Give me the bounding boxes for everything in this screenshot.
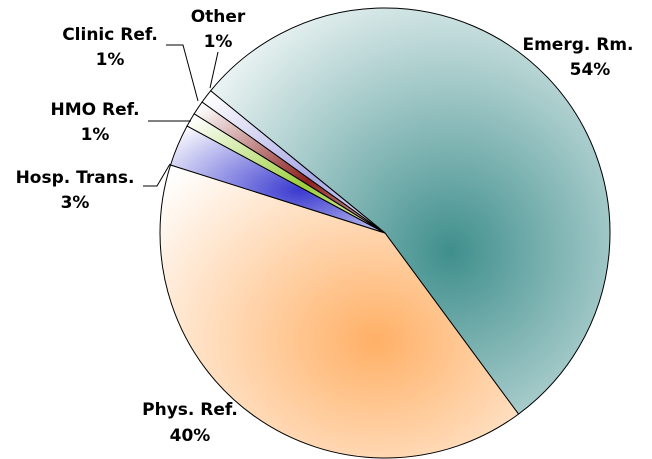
slice-value-label: 1%: [96, 50, 125, 70]
slice-label: Clinic Ref.: [62, 25, 158, 45]
slice-value-label: 1%: [204, 32, 233, 52]
slice-label: Other: [191, 7, 246, 27]
leader-line: [143, 163, 171, 187]
slice-label: HMO Ref.: [50, 100, 139, 120]
pie-slice: [209, 7, 611, 415]
leader-line: [166, 44, 199, 102]
slices: [159, 7, 611, 459]
slice-label: Hosp. Trans.: [16, 168, 135, 188]
pie-slice: [201, 90, 386, 234]
slice-value-label: 40%: [170, 426, 211, 446]
slice-value-label: 3%: [61, 193, 90, 213]
pie-slice: [159, 164, 520, 459]
slice-label: Emerg. Rm.: [522, 35, 633, 55]
leader-line: [209, 51, 219, 89]
slice-value-label: 1%: [81, 125, 110, 145]
slice-label: Phys. Ref.: [142, 400, 238, 420]
slice-value-label: 54%: [570, 60, 611, 80]
